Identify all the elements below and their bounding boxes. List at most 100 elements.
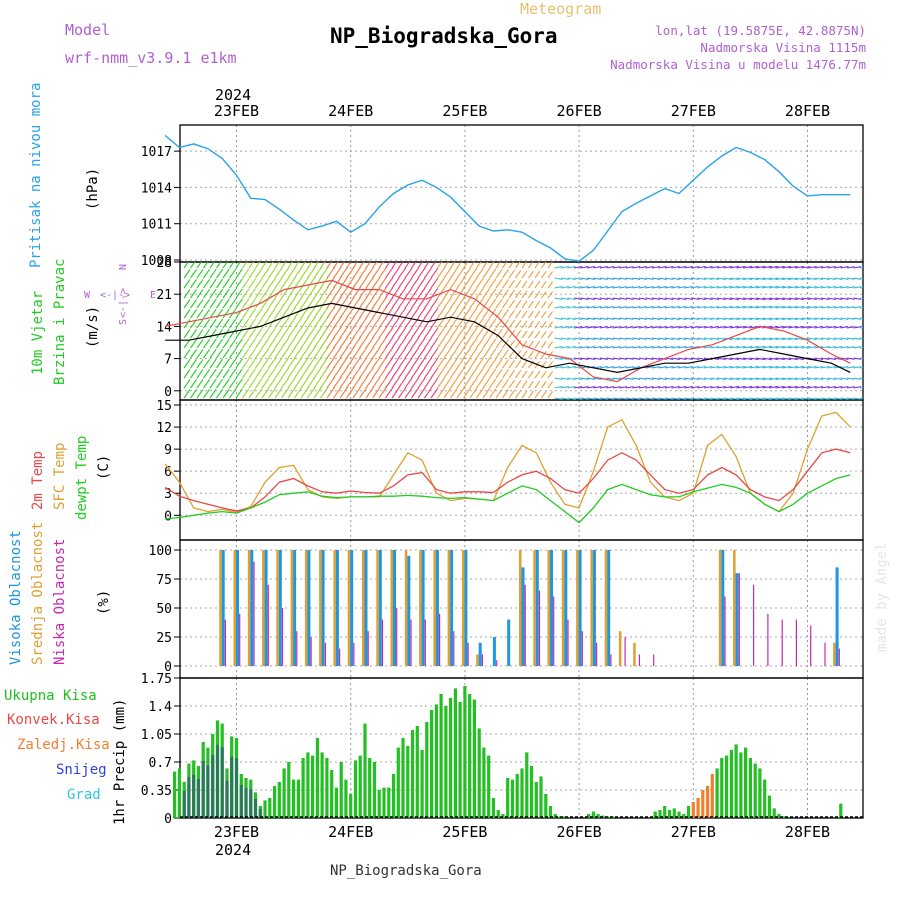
wind-barb	[391, 267, 400, 279]
compass-arrows-h: <-|->	[100, 290, 130, 301]
wind-barb	[840, 337, 849, 340]
precip-bar	[758, 768, 762, 818]
wind-barb	[846, 306, 855, 309]
wind-barb	[365, 386, 374, 399]
wind-barb	[755, 365, 766, 369]
low-cloud-bar	[553, 596, 555, 666]
wind-barb	[294, 357, 303, 369]
wind-barb	[313, 286, 323, 299]
wind-barb	[482, 368, 491, 379]
wind-barb	[261, 378, 270, 389]
wind-barb	[307, 376, 316, 389]
wind-barb	[307, 296, 316, 309]
wind-barb	[242, 298, 250, 309]
wind-barb	[274, 262, 280, 269]
high-cloud-axis-name: Visoka Oblacnost	[8, 530, 24, 665]
wind-barb	[502, 269, 509, 279]
wind-barb	[287, 327, 296, 339]
wind-barb	[612, 266, 621, 269]
wind-barb	[794, 337, 804, 341]
wind-barb	[827, 365, 836, 369]
wind-barb	[749, 317, 759, 321]
wind-barb	[541, 270, 547, 279]
wind-barb	[515, 289, 522, 299]
wind-barb	[326, 306, 336, 319]
wind-barb	[827, 357, 836, 361]
wind-barb	[430, 337, 439, 349]
wind-barb	[833, 286, 843, 289]
legend-hail: Grad	[67, 787, 101, 803]
wind-barb	[209, 348, 217, 359]
wind-barb	[320, 286, 329, 299]
cloud-panel	[219, 550, 840, 666]
mid-cloud-bar	[547, 550, 550, 666]
wind-barb	[716, 397, 726, 400]
wind-barb	[534, 370, 541, 379]
high-cloud-bar	[592, 550, 596, 666]
wind-barb	[508, 309, 516, 319]
wind-barb	[424, 327, 432, 339]
wind-barb	[684, 285, 693, 289]
wind-barb	[495, 348, 503, 359]
wind-barb	[424, 317, 432, 329]
wind-barb	[391, 357, 400, 369]
wind-barb	[378, 277, 387, 289]
wind-barb	[352, 336, 362, 349]
wind-barb	[840, 326, 849, 329]
wind-barb	[287, 367, 296, 379]
wind-barb	[443, 367, 452, 379]
wind-barb	[216, 368, 224, 379]
precip-bar	[596, 814, 600, 818]
wind-barb	[281, 287, 290, 299]
wind-barb	[469, 267, 478, 279]
pressure-tick-label: 1011	[141, 218, 172, 233]
wind-barb	[554, 266, 563, 269]
wind-barb	[794, 325, 804, 329]
precip-bar	[463, 686, 467, 818]
wind-barb	[313, 336, 323, 349]
wind-barb	[658, 286, 667, 289]
wind-barb	[853, 306, 862, 309]
wind-barb	[417, 307, 426, 319]
wind-barb	[183, 379, 191, 389]
wind-barb	[307, 286, 316, 299]
wind-barb	[677, 265, 687, 269]
wind-barb	[476, 387, 484, 399]
wind-barb	[398, 262, 404, 269]
wind-barb	[365, 276, 374, 289]
wind-barb	[404, 317, 413, 329]
wind-barb	[586, 346, 596, 349]
wind-barb	[183, 349, 191, 359]
wind-barb	[326, 296, 336, 309]
precip-bar	[672, 808, 676, 818]
precip-bar	[491, 798, 495, 818]
wind-barb	[853, 277, 862, 280]
wind-barb	[352, 326, 362, 339]
wind-barb	[801, 317, 811, 321]
wind-barb	[814, 277, 824, 281]
high-cloud-bar	[350, 550, 354, 666]
precip-bar	[544, 794, 548, 818]
wind-barb	[690, 317, 700, 321]
wind-barb	[762, 397, 772, 400]
wind-barb	[255, 378, 263, 389]
wind-barb	[541, 350, 547, 359]
wind-barb	[859, 266, 863, 269]
wind-barb	[677, 365, 687, 369]
wind-barb	[274, 337, 283, 349]
snow-mix-bar	[206, 765, 210, 818]
precip-bar	[682, 814, 686, 818]
precip-bar	[353, 760, 358, 818]
high-cloud-bar	[335, 550, 339, 666]
wind-barb	[417, 387, 426, 399]
wind-barb	[528, 320, 534, 329]
wind-barb	[255, 388, 263, 399]
wind-barb	[859, 357, 863, 360]
wind-barb	[788, 297, 798, 301]
wind-barb	[736, 317, 746, 321]
wind-barb	[606, 266, 615, 269]
cloud-tick-label: 50	[156, 602, 172, 617]
wind-barb	[229, 268, 237, 279]
wind-barb	[541, 340, 547, 349]
wind-barb	[300, 347, 309, 359]
